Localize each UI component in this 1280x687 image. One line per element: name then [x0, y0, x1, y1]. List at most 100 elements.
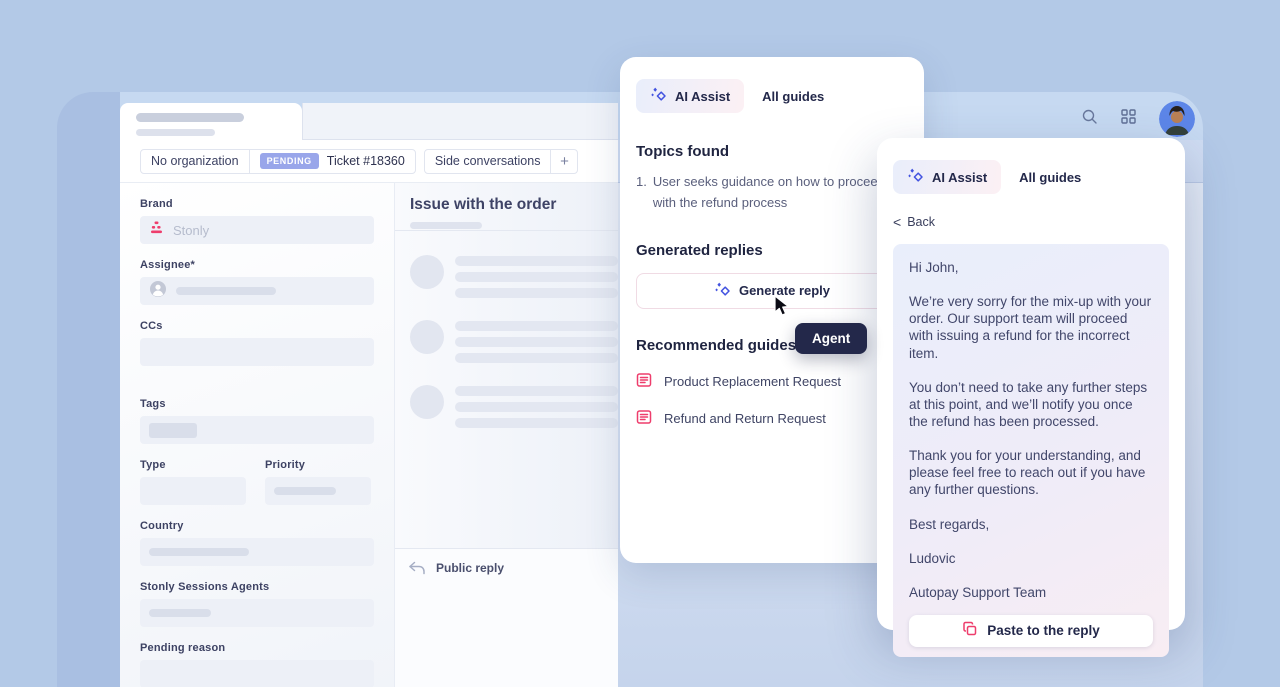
topic-number: 1. — [636, 174, 647, 189]
guide-item[interactable]: Refund and Return Request — [636, 409, 908, 428]
agent-tooltip: Agent — [795, 323, 868, 354]
generated-reply-card: Hi John, We’re very sorry for the mix-up… — [893, 244, 1169, 657]
side-conversations-tab[interactable]: Side conversations + — [423, 148, 579, 174]
ticket-info-pill[interactable]: No organization PENDING Ticket #18360 — [140, 148, 416, 174]
conversation-header: Issue with the order — [395, 183, 618, 231]
field-label-type: Type — [140, 459, 166, 471]
country-field[interactable] — [140, 538, 374, 566]
field-label-pending-reason: Pending reason — [140, 642, 226, 654]
add-conversation-button[interactable]: + — [560, 152, 569, 170]
ticket-title: Issue with the order — [410, 196, 557, 213]
brand-value: Stonly — [173, 222, 210, 238]
skeleton-line — [136, 129, 215, 136]
guide-title: Product Replacement Request — [664, 373, 842, 389]
divider — [248, 149, 250, 173]
signature-name: Ludovic — [909, 550, 956, 566]
tab-strip — [302, 103, 618, 140]
field-label-sessions-agents: Stonly Sessions Agents — [140, 581, 270, 593]
sparkle-icon — [907, 167, 924, 187]
avatar — [410, 255, 444, 289]
avatar — [410, 385, 444, 419]
sparkle-icon — [650, 86, 667, 106]
avatar — [410, 320, 444, 354]
field-label-ccs: CCs — [140, 320, 163, 332]
tags-field[interactable] — [140, 416, 374, 444]
tab-ai-assist-label: AI Assist — [675, 88, 731, 104]
guide-title: Refund and Return Request — [664, 410, 826, 426]
ticket-fields-sidebar: Brand Stonly Assignee* CCs Tags — [120, 183, 395, 687]
public-reply-label: Public reply — [436, 561, 505, 575]
tab-all-guides[interactable]: All guides — [1019, 169, 1082, 185]
assist-tabs: AI Assist All guides — [893, 160, 1169, 194]
assignee-field[interactable] — [140, 277, 374, 305]
generate-reply-label: Generate reply — [738, 283, 831, 299]
guide-doc-icon — [636, 372, 652, 391]
field-label-country: Country — [140, 520, 184, 532]
copy-icon — [962, 621, 978, 640]
back-label: Back — [907, 215, 935, 229]
sparkle-icon — [714, 281, 731, 301]
status-badge: PENDING — [259, 153, 319, 169]
recommended-guides-heading: Recommended guides — [636, 336, 797, 354]
ticket-header-row: No organization PENDING Ticket #18360 Si… — [120, 140, 618, 183]
sessions-agents-field[interactable] — [140, 599, 374, 627]
message-skeleton — [410, 255, 618, 298]
mouse-cursor-icon — [772, 295, 793, 323]
reply-arrow-icon — [408, 561, 426, 687]
tab-ai-assist[interactable]: AI Assist — [893, 160, 1002, 194]
message-skeleton — [410, 385, 618, 428]
generate-reply-button[interactable]: Generate reply — [636, 272, 908, 309]
reply-greeting: Hi John, — [909, 260, 959, 275]
apps-grid-icon[interactable] — [1120, 108, 1137, 130]
tab-all-guides[interactable]: All guides — [762, 88, 825, 104]
field-label-tags: Tags — [140, 398, 166, 410]
priority-field[interactable] — [265, 477, 371, 505]
paste-to-reply-label: Paste to the reply — [987, 623, 1100, 639]
search-icon[interactable] — [1081, 108, 1098, 130]
ai-assist-panel: AI Assist All guides Topics found 1. Use… — [620, 57, 924, 563]
signature-team: Autopay Support Team — [909, 584, 1047, 600]
paste-to-reply-button[interactable]: Paste to the reply — [909, 614, 1153, 647]
assist-tabs: AI Assist All guides — [636, 79, 908, 113]
skeleton-line — [149, 548, 249, 556]
divider — [550, 149, 552, 173]
tab-ai-assist-label: AI Assist — [932, 169, 988, 185]
reply-closing: Best regards, — [909, 516, 990, 532]
skeleton-line — [149, 609, 211, 617]
reply-paragraph: You don’t need to take any further steps… — [909, 379, 1148, 429]
tab-ai-assist[interactable]: AI Assist — [636, 79, 745, 113]
topic-text: User seeks guidance on how to proceed wi… — [652, 174, 885, 210]
active-tab[interactable] — [120, 103, 302, 140]
generated-reply-panel: AI Assist All guides < Back Hi John, We’… — [877, 138, 1185, 657]
message-skeleton — [410, 320, 618, 363]
reply-paragraph: Thank you for your understanding, and pl… — [909, 448, 1146, 498]
topic-item: 1. User seeks guidance on how to proceed… — [636, 172, 908, 214]
field-label-assignee: Assignee* — [140, 259, 195, 271]
guide-doc-icon — [636, 409, 652, 428]
skeleton-line — [136, 113, 244, 122]
field-label-priority: Priority — [265, 459, 306, 471]
type-field[interactable] — [140, 477, 246, 505]
conversation-pane: Issue with the order — [395, 183, 618, 687]
public-reply-bar[interactable]: Public reply — [395, 548, 618, 687]
reply-paragraph: We’re very sorry for the mix-up with you… — [909, 294, 1152, 361]
pending-reason-field[interactable] — [140, 660, 374, 687]
skeleton-line — [176, 287, 276, 295]
ccs-field[interactable] — [140, 338, 374, 366]
user-avatar[interactable] — [1159, 101, 1195, 137]
brand-field[interactable]: Stonly — [140, 216, 374, 244]
side-conversations-label: Side conversations — [434, 154, 541, 168]
stonly-logo-icon — [149, 220, 164, 240]
chevron-left-icon: < — [893, 214, 902, 230]
message-list — [395, 231, 618, 428]
skeleton-line — [274, 487, 336, 495]
skeleton-tag — [149, 422, 197, 438]
ticket-number: Ticket #18360 — [326, 154, 405, 168]
back-button[interactable]: < Back — [893, 214, 1169, 230]
topics-heading: Topics found — [636, 143, 730, 160]
guide-item[interactable]: Product Replacement Request — [636, 372, 908, 391]
organization-label: No organization — [151, 154, 239, 168]
skeleton-line — [410, 222, 482, 229]
person-icon — [149, 280, 167, 303]
